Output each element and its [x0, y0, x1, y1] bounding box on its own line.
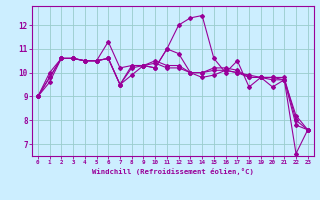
X-axis label: Windchill (Refroidissement éolien,°C): Windchill (Refroidissement éolien,°C)	[92, 168, 254, 175]
